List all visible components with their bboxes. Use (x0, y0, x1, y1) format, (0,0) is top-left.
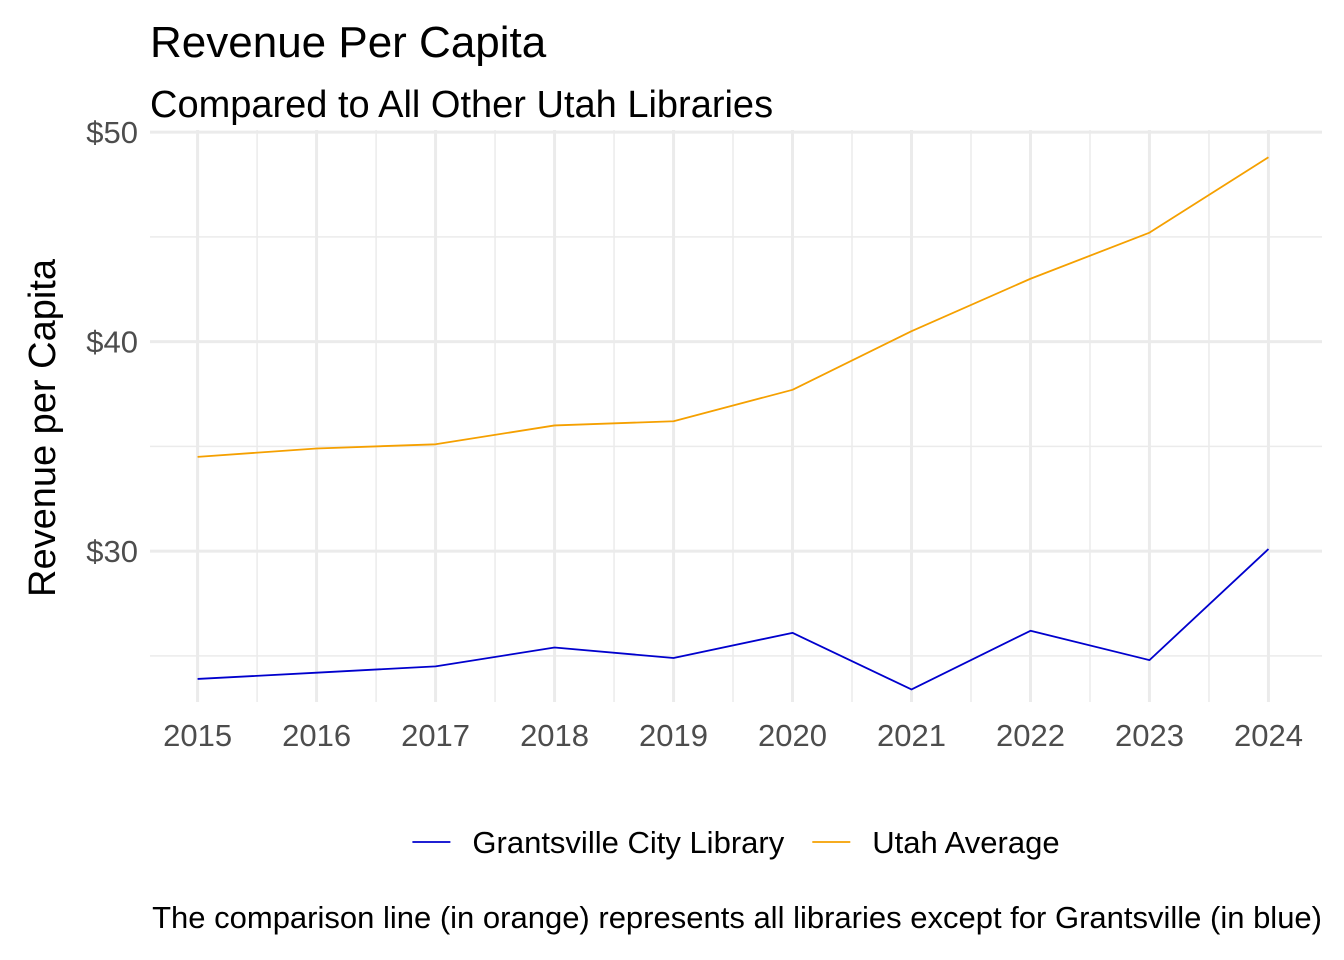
chart-subtitle: Compared to All Other Utah Libraries (150, 84, 774, 126)
legend-item: Utah Average (812, 825, 1060, 860)
y-axis-tick-labels: $30 $40 $50 (86, 115, 138, 569)
legend: Grantsville City Library Utah Average (412, 825, 1060, 860)
legend-item: Grantsville City Library (412, 825, 785, 860)
x-axis-tick-labels: 2015 2016 2017 2018 2019 2020 2021 2022 2023 2024 (163, 718, 1303, 753)
x-tick-label: 2016 (282, 718, 351, 753)
x-tick-label: 2022 (996, 718, 1065, 753)
major-gridlines (150, 130, 1322, 702)
x-tick-label: 2017 (401, 718, 470, 753)
x-tick-label: 2024 (1234, 718, 1303, 753)
y-axis-label: Revenue per Capita (22, 258, 64, 597)
y-tick-label: $50 (86, 115, 138, 150)
legend-label: Grantsville City Library (472, 825, 784, 860)
x-tick-label: 2019 (639, 718, 708, 753)
x-tick-label: 2021 (877, 718, 946, 753)
chart-caption: The comparison line (in orange) represen… (152, 900, 1322, 935)
x-tick-label: 2015 (163, 718, 232, 753)
series-line-0 (197, 548, 1270, 691)
x-tick-label: 2018 (520, 718, 589, 753)
x-tick-label: 2020 (758, 718, 827, 753)
minor-gridlines (150, 130, 1322, 702)
series-lines (197, 156, 1270, 691)
series-line-1 (197, 156, 1269, 458)
chart-title: Revenue Per Capita (150, 18, 547, 67)
y-tick-label: $40 (86, 325, 138, 360)
y-tick-label: $30 (86, 534, 138, 569)
x-tick-label: 2023 (1115, 718, 1184, 753)
legend-label: Utah Average (872, 825, 1059, 860)
